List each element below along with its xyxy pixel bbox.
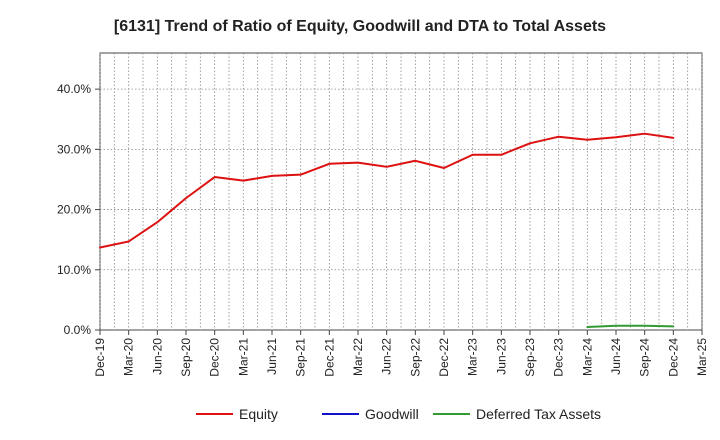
x-tick-label: Mar-25 — [695, 338, 709, 376]
legend: Equity Goodwill Deferred Tax Assets — [196, 406, 601, 422]
x-tick-label: Mar-24 — [580, 338, 594, 376]
x-tick-label: Sep-20 — [179, 338, 193, 377]
y-tick-label: 30.0% — [57, 142, 91, 156]
x-tick-label: Jun-24 — [609, 338, 623, 375]
x-tick-label: Dec-23 — [552, 338, 566, 377]
y-tick-label: 0.0% — [64, 323, 92, 337]
x-tick-label: Sep-23 — [523, 338, 537, 377]
y-tick-label: 40.0% — [57, 82, 91, 96]
y-tick-label: 10.0% — [57, 263, 91, 277]
x-tick-label: Dec-21 — [322, 338, 336, 377]
x-tick-label: Jun-22 — [380, 338, 394, 375]
x-tick-label: Sep-24 — [638, 338, 652, 377]
x-tick-label: Dec-20 — [208, 338, 222, 377]
series-lines — [99, 132, 675, 328]
x-tick-label: Mar-20 — [122, 338, 136, 376]
legend-label: Equity — [239, 406, 278, 422]
chart-title: [6131] Trend of Ratio of Equity, Goodwil… — [114, 18, 606, 35]
legend-label: Goodwill — [365, 406, 419, 422]
x-tick-label: Mar-23 — [466, 338, 480, 376]
y-tick-label: 20.0% — [57, 203, 91, 217]
grid-lines — [99, 53, 703, 330]
x-tick-label: Dec-19 — [93, 338, 107, 377]
x-tick-label: Mar-22 — [351, 338, 365, 376]
x-tick-label: Dec-22 — [437, 338, 451, 377]
series-line-deferred-tax-assets — [586, 324, 675, 328]
legend-label: Deferred Tax Assets — [476, 406, 601, 422]
x-tick-label: Jun-23 — [494, 338, 508, 375]
x-tick-label: Sep-21 — [294, 338, 308, 377]
x-tick-label: Dec-24 — [666, 338, 680, 377]
x-tick-label: Jun-21 — [265, 338, 279, 375]
x-tick-label: Jun-20 — [150, 338, 164, 375]
x-tick-label: Mar-21 — [236, 338, 250, 376]
series-line-equity — [99, 132, 675, 249]
x-tick-label: Sep-22 — [408, 338, 422, 377]
axes: 0.0% 10.0% 20.0% 30.0% 40.0% Dec-19 Mar-20 Jun-… — [57, 82, 709, 377]
